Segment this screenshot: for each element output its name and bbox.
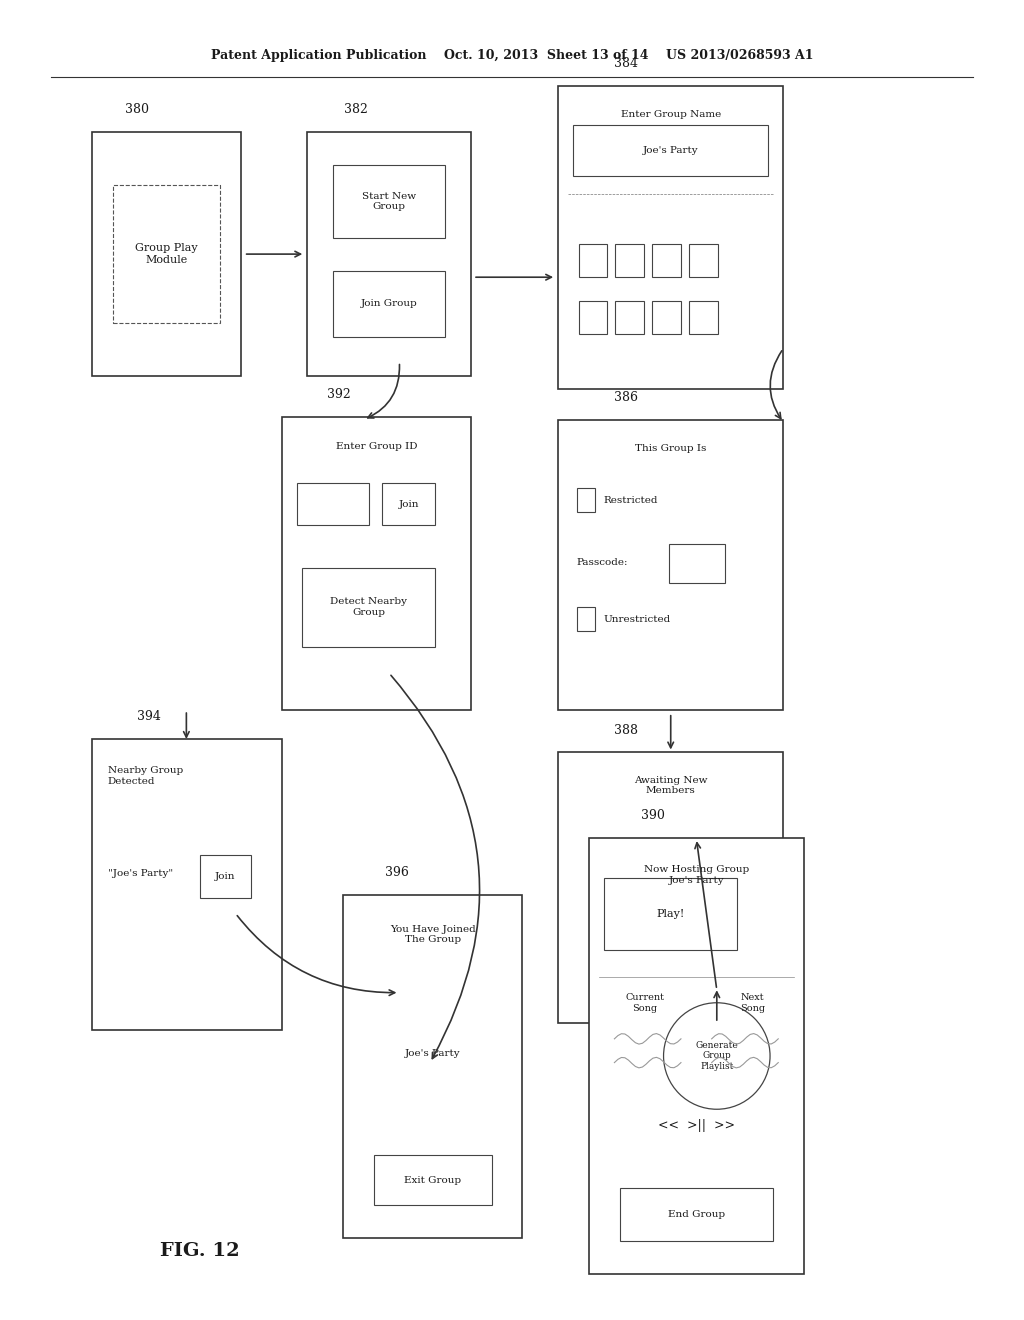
FancyBboxPatch shape [374, 1155, 492, 1205]
FancyBboxPatch shape [669, 544, 725, 583]
FancyBboxPatch shape [652, 301, 681, 334]
Text: Current
Song: Current Song [626, 994, 665, 1012]
FancyBboxPatch shape [620, 1188, 773, 1241]
FancyBboxPatch shape [92, 739, 282, 1030]
Text: End Group: End Group [668, 1210, 725, 1218]
Text: Unrestricted: Unrestricted [603, 615, 671, 623]
Text: Patent Application Publication    Oct. 10, 2013  Sheet 13 of 14    US 2013/02685: Patent Application Publication Oct. 10, … [211, 49, 813, 62]
Text: Restricted: Restricted [603, 496, 657, 504]
Text: Next
Song: Next Song [740, 994, 765, 1012]
Text: Join: Join [398, 500, 419, 508]
Text: 388: 388 [613, 723, 638, 737]
Text: 396: 396 [385, 866, 409, 879]
FancyBboxPatch shape [282, 417, 471, 710]
Text: Nearby Group
Detected: Nearby Group Detected [108, 767, 182, 785]
FancyBboxPatch shape [113, 185, 220, 323]
FancyBboxPatch shape [343, 895, 522, 1238]
FancyBboxPatch shape [333, 271, 445, 337]
Text: 384: 384 [613, 57, 638, 70]
Text: Now Hosting Group
Joe's Party: Now Hosting Group Joe's Party [644, 866, 749, 884]
FancyBboxPatch shape [689, 244, 718, 277]
Text: Passcode:: Passcode: [577, 558, 628, 566]
Text: 382: 382 [344, 103, 369, 116]
Text: FIG. 12: FIG. 12 [160, 1242, 240, 1261]
Text: 394: 394 [137, 710, 161, 723]
FancyBboxPatch shape [577, 607, 595, 631]
Text: Exit Group: Exit Group [404, 1176, 461, 1184]
FancyBboxPatch shape [604, 878, 737, 950]
Text: 390: 390 [641, 809, 666, 822]
Text: Awaiting New
Members: Awaiting New Members [634, 776, 708, 795]
FancyBboxPatch shape [615, 301, 644, 334]
Ellipse shape [664, 1003, 770, 1109]
Text: You Have Joined
The Group: You Have Joined The Group [390, 925, 475, 944]
FancyBboxPatch shape [689, 301, 718, 334]
Text: 386: 386 [613, 391, 638, 404]
Text: Joe's Party: Joe's Party [643, 147, 698, 154]
FancyBboxPatch shape [307, 132, 471, 376]
FancyBboxPatch shape [558, 86, 783, 389]
Text: This Group Is: This Group Is [635, 445, 707, 453]
FancyBboxPatch shape [558, 420, 783, 710]
Text: Join Group: Join Group [360, 300, 418, 308]
FancyBboxPatch shape [573, 125, 768, 176]
FancyBboxPatch shape [579, 301, 607, 334]
Text: Enter Group ID: Enter Group ID [336, 442, 417, 450]
FancyBboxPatch shape [577, 488, 595, 512]
FancyBboxPatch shape [589, 838, 804, 1274]
FancyBboxPatch shape [333, 165, 445, 238]
FancyBboxPatch shape [652, 244, 681, 277]
FancyBboxPatch shape [92, 132, 241, 376]
FancyBboxPatch shape [615, 244, 644, 277]
FancyBboxPatch shape [382, 483, 435, 525]
FancyBboxPatch shape [302, 568, 435, 647]
FancyBboxPatch shape [297, 483, 369, 525]
Text: Start New
Group: Start New Group [362, 191, 416, 211]
FancyBboxPatch shape [200, 855, 251, 898]
Text: "Joe's Party": "Joe's Party" [108, 870, 173, 878]
Text: 392: 392 [327, 388, 350, 401]
Text: <<  >||  >>: << >|| >> [657, 1119, 735, 1133]
Text: Group Play
Module: Group Play Module [135, 243, 198, 265]
Text: Detect Nearby
Group: Detect Nearby Group [330, 598, 408, 616]
Text: Join: Join [215, 873, 236, 880]
Text: Joe's Party: Joe's Party [404, 1049, 461, 1057]
Text: Generate
Group
Playlist: Generate Group Playlist [695, 1041, 738, 1071]
Text: Enter Group Name: Enter Group Name [621, 111, 721, 119]
FancyBboxPatch shape [579, 244, 607, 277]
FancyBboxPatch shape [558, 752, 783, 1023]
Text: Play!: Play! [656, 909, 685, 919]
Text: 380: 380 [125, 103, 148, 116]
